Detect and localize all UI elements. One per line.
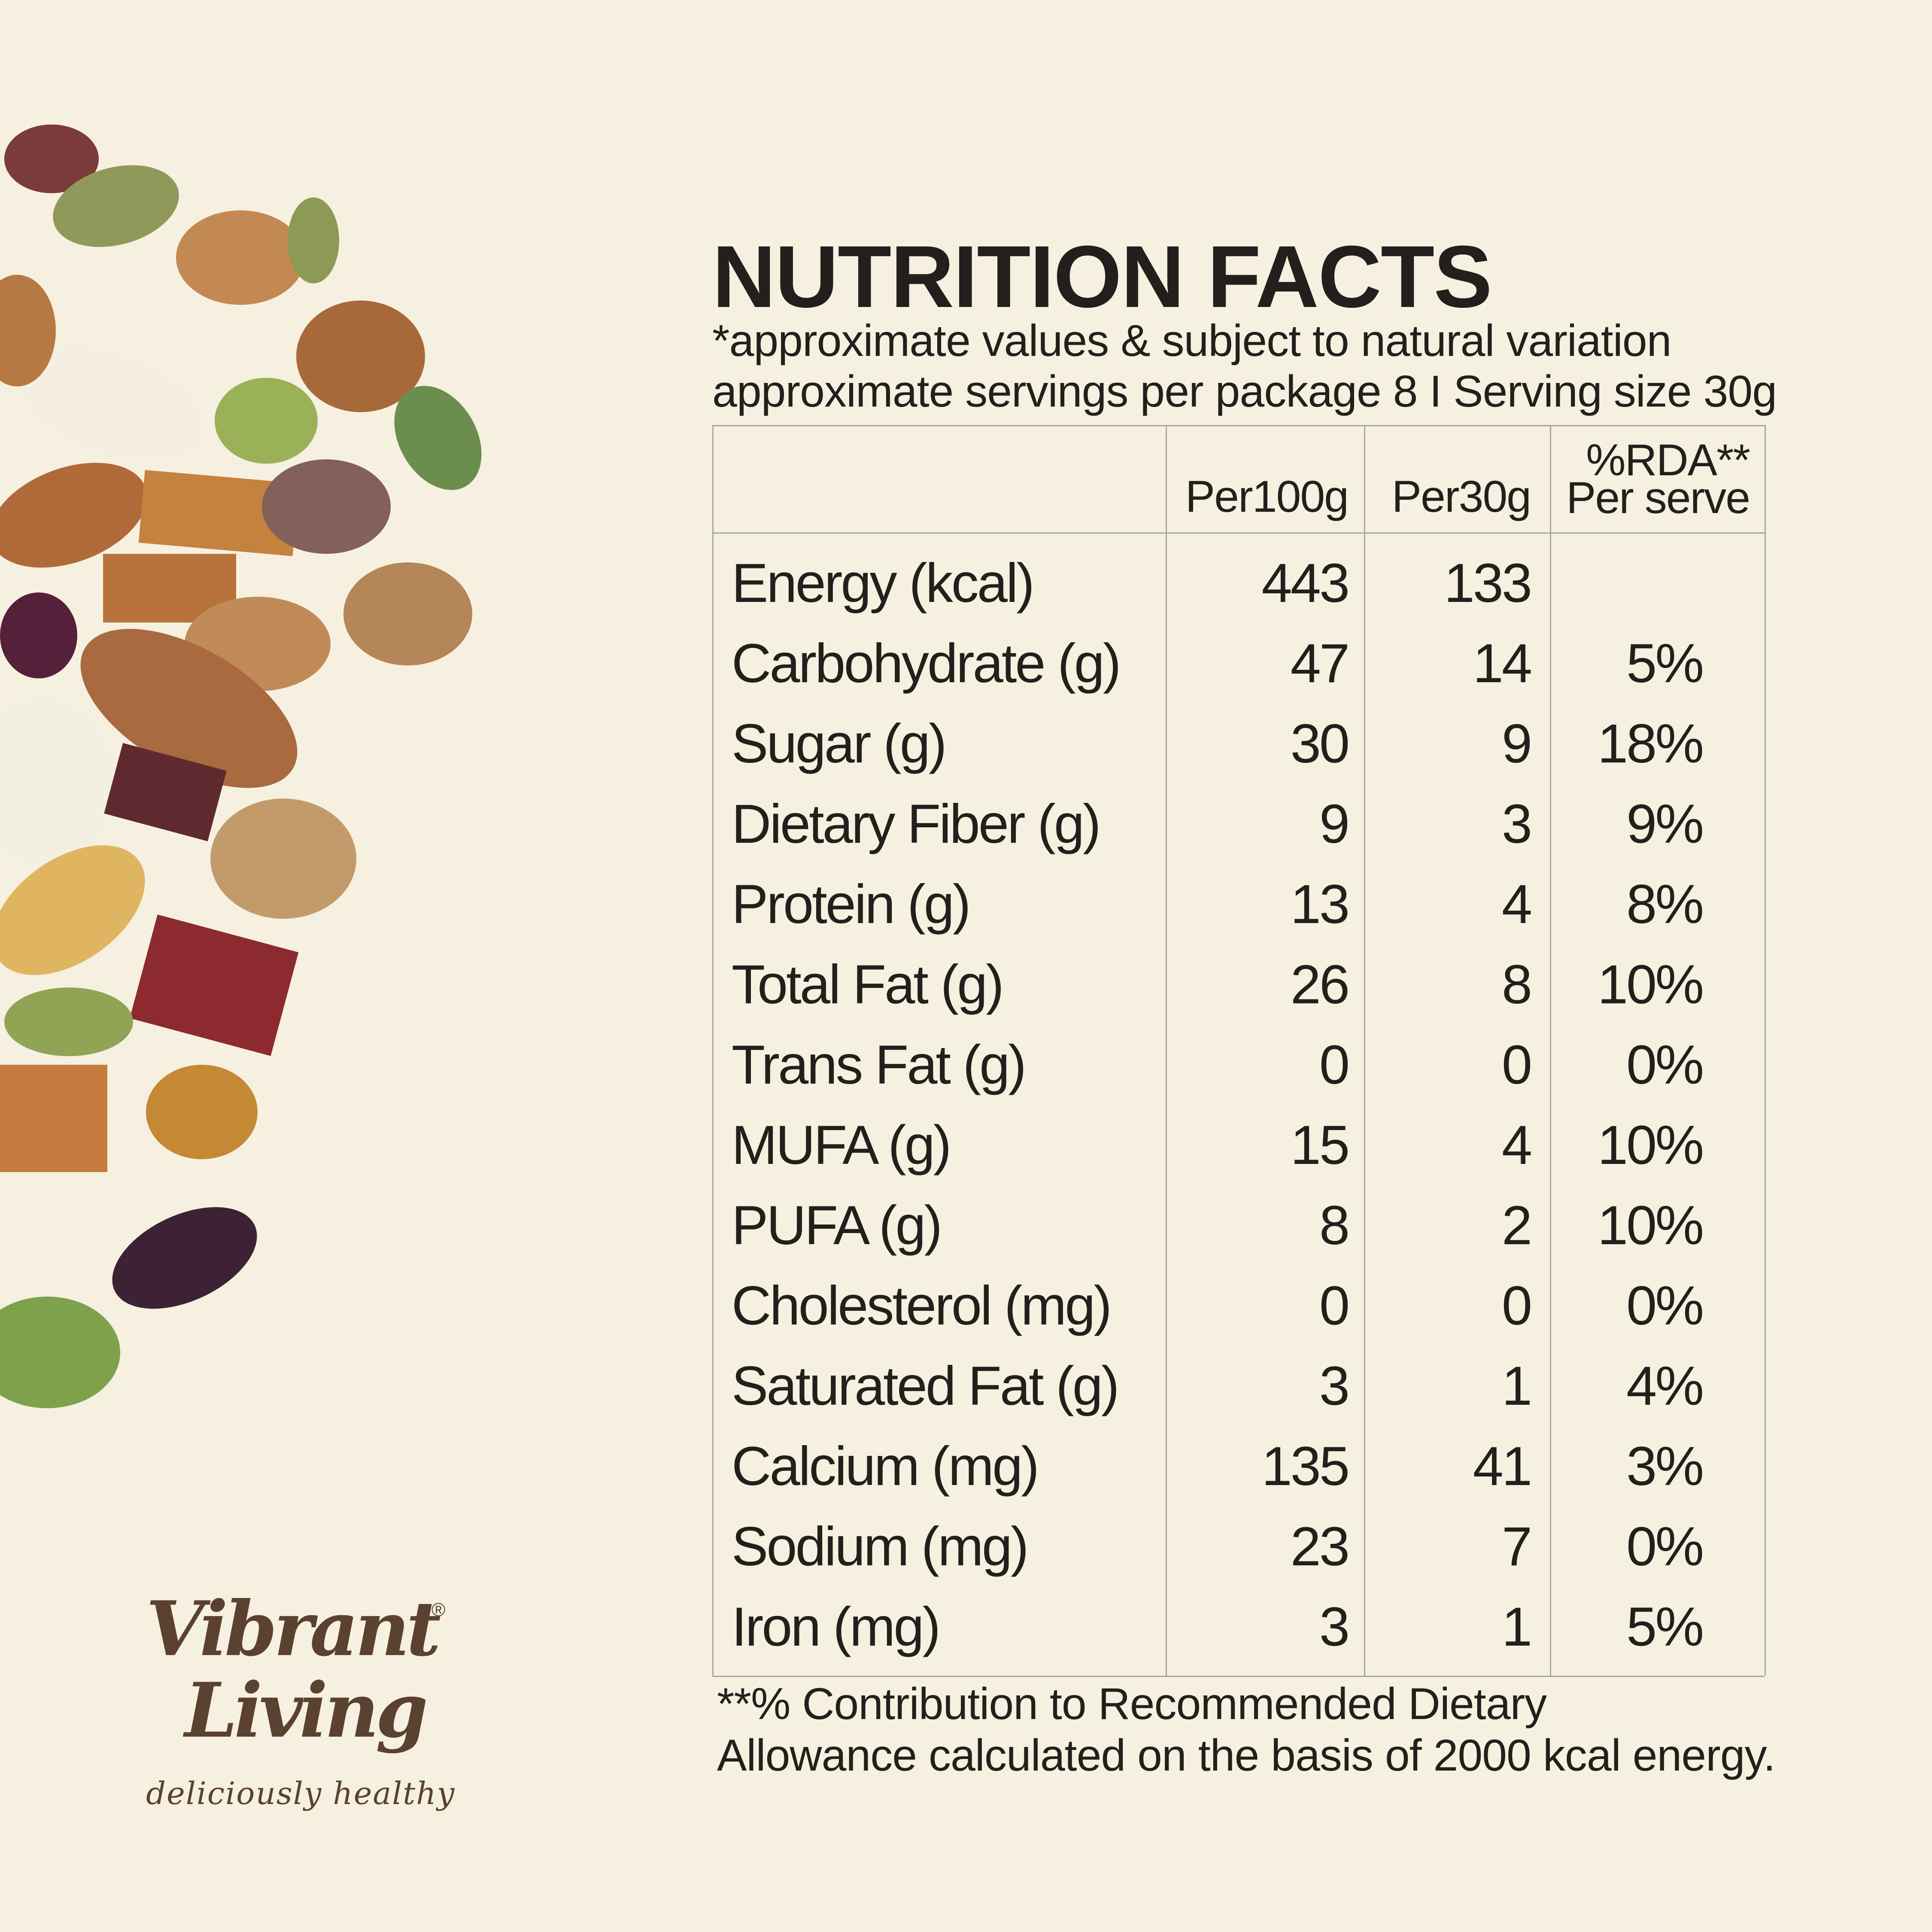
nutrient-value: 18% (1597, 713, 1704, 775)
footnote: Allowance calculated on the basis of 200… (717, 1731, 1776, 1780)
brand-logo: Vibrant Living (146, 1585, 441, 1755)
nutrient-value: 9 (1501, 713, 1532, 775)
nutrient-name: Trans Fat (g) (732, 1034, 1027, 1096)
nutrient-value: 5% (1626, 1596, 1704, 1658)
nutrient-value: 30 (1290, 713, 1350, 775)
nutrient-value: 0 (1501, 1034, 1532, 1096)
nutrient-value: 23 (1290, 1516, 1350, 1577)
brand-tagline: deliciously healthy (146, 1775, 456, 1811)
nutrient-name: Calcium (mg) (732, 1436, 1039, 1497)
nutrient-value: 10% (1597, 954, 1704, 1015)
nutrient-name: Dietary Fiber (g) (732, 793, 1101, 855)
nutrient-value: 4 (1501, 1115, 1532, 1176)
nutrient-name: Sodium (mg) (732, 1516, 1029, 1577)
nutrient-name: Protein (g) (732, 874, 971, 935)
nutrient-value: 0 (1501, 1275, 1532, 1337)
nutrient-name: Total Fat (g) (732, 954, 1004, 1015)
nutrient-value: 135 (1261, 1436, 1350, 1497)
nutrient-value: 2 (1501, 1195, 1532, 1256)
nutrient-name: Saturated Fat (g) (732, 1355, 1120, 1417)
nutrient-value: 4 (1501, 874, 1532, 935)
nutrient-name: Carbohydrate (g) (732, 633, 1121, 694)
nutrient-value: 14 (1473, 633, 1532, 694)
nutrient-name: Sugar (g) (732, 713, 947, 775)
brand-name: Living (185, 1667, 428, 1755)
nutrient-value: 8 (1501, 954, 1532, 1015)
nutrient-name: Iron (mg) (732, 1596, 941, 1658)
nutrient-value: 3 (1501, 793, 1532, 855)
registered-mark: ® (431, 1599, 446, 1620)
column-divider (1166, 425, 1167, 1676)
nutrient-value: 133 (1444, 553, 1532, 614)
nutrient-value: 0% (1626, 1275, 1704, 1337)
nutrient-value: 4% (1626, 1355, 1704, 1417)
nutrient-value: 3 (1319, 1596, 1350, 1658)
nutrient-value: 0 (1319, 1275, 1350, 1337)
column-divider (1364, 425, 1365, 1676)
nutrient-value: 8 (1319, 1195, 1350, 1256)
column-header: Per100g (1185, 472, 1349, 522)
nutrient-value: 0% (1626, 1034, 1704, 1096)
nutrient-value: 1 (1501, 1355, 1532, 1417)
title: NUTRITION FACTS (712, 228, 1492, 326)
nutrient-value: 1 (1501, 1596, 1532, 1658)
nutrient-value: 26 (1290, 954, 1350, 1015)
column-divider (1765, 425, 1766, 1676)
nuts-illustration (0, 125, 482, 1408)
nutrient-value: 15 (1290, 1115, 1350, 1176)
nutrient-value: 13 (1290, 874, 1350, 935)
nutrient-value: 0 (1319, 1034, 1350, 1096)
nutrient-value: 9 (1319, 793, 1350, 855)
note: approximate servings per package 8 I Ser… (712, 367, 1777, 416)
table-border (712, 532, 1765, 534)
nutrient-name: Cholesterol (mg) (732, 1275, 1112, 1337)
note: *approximate values & subject to natural… (712, 316, 1671, 366)
nutrient-value: 10% (1597, 1115, 1704, 1176)
table-border (712, 1676, 1765, 1677)
nutrient-name: PUFA (g) (732, 1195, 942, 1256)
column-header: Per serve (1566, 473, 1750, 523)
nutrient-value: 9% (1626, 793, 1704, 855)
nutrient-value: 41 (1473, 1436, 1532, 1497)
nutrient-value: 7 (1501, 1516, 1532, 1577)
nutrient-value: 443 (1261, 553, 1350, 614)
column-divider (1550, 425, 1551, 1676)
footnote: **% Contribution to Recommended Dietary (717, 1679, 1547, 1729)
nutrient-value: 8% (1626, 874, 1704, 935)
nutrient-value: 10% (1597, 1195, 1704, 1256)
nutrient-value: 3 (1319, 1355, 1350, 1417)
nutrient-value: 0% (1626, 1516, 1704, 1577)
column-header: Per30g (1391, 472, 1531, 522)
nutrient-value: 47 (1290, 633, 1350, 694)
nutrient-name: MUFA (g) (732, 1115, 951, 1176)
column-header: %RDA** (1586, 435, 1750, 485)
column-divider (712, 425, 714, 1676)
table-border (712, 425, 1765, 426)
nutrient-value: 3% (1626, 1436, 1704, 1497)
nutrient-name: Energy (kcal) (732, 553, 1035, 614)
nutrient-value: 5% (1626, 633, 1704, 694)
brand-name: Vibrant (146, 1585, 441, 1673)
